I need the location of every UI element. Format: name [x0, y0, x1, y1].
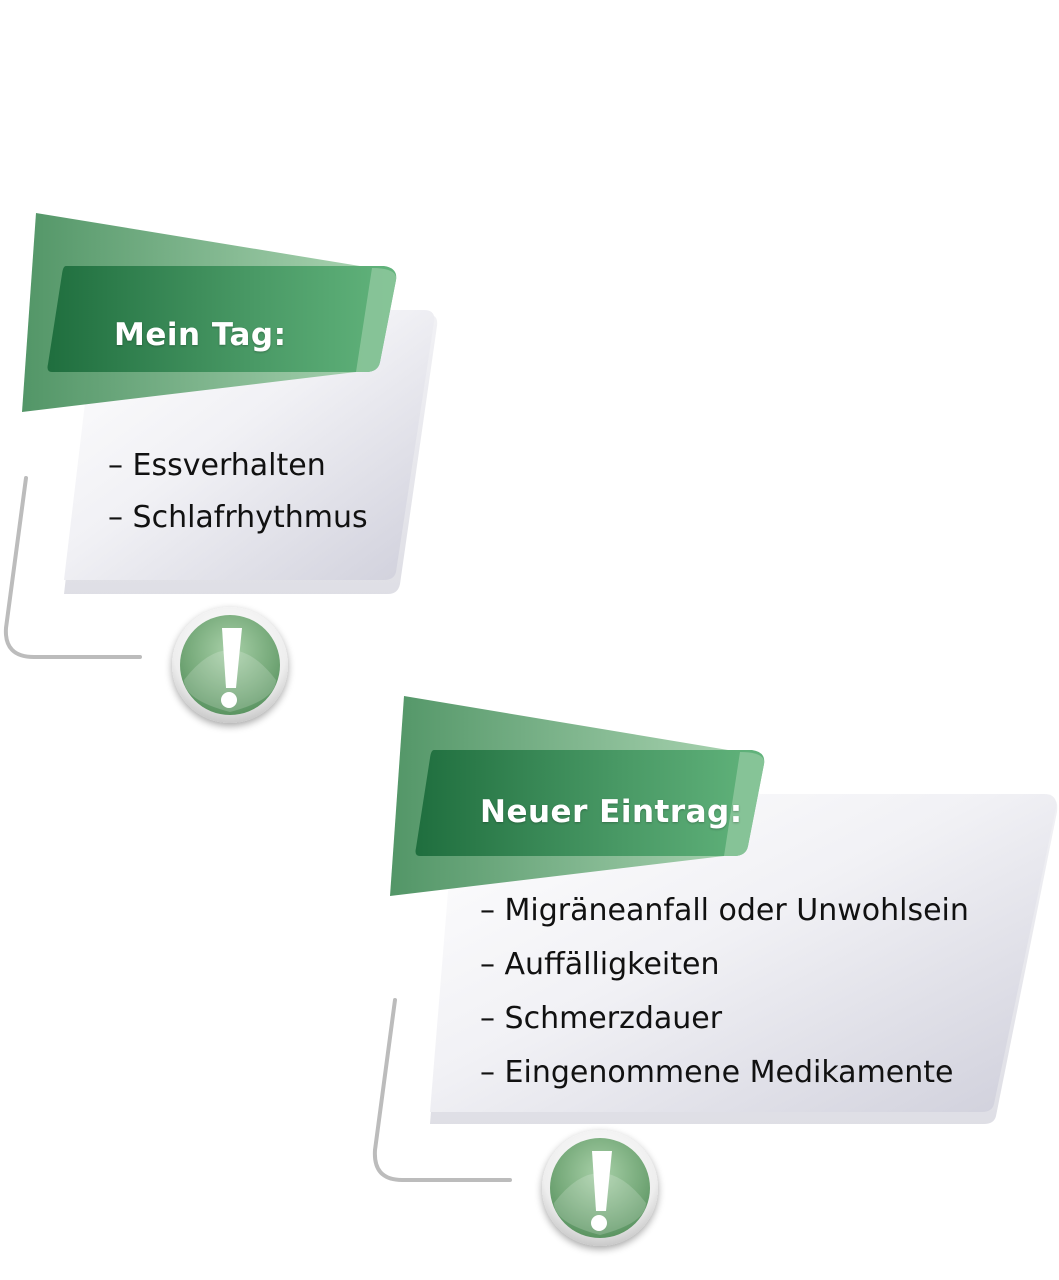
exclamation-icon: [542, 1130, 658, 1246]
list-item: – Auffälligkeiten: [480, 947, 720, 982]
flag-front: [415, 750, 765, 856]
card-neuer-eintrag: [372, 696, 1058, 1182]
card-list-neuer-eintrag: – Migräneanfall oder Unwohlsein – Auffäl…: [480, 884, 969, 1100]
connector-line: [3, 476, 142, 659]
list-item: – Eingenommene Medikamente: [480, 1055, 954, 1090]
list-item: – Schlafrhythmus: [108, 500, 368, 535]
flag-front: [47, 266, 397, 372]
card-title-neuer-eintrag: Neuer Eintrag:: [480, 794, 743, 830]
card-panel: [430, 794, 1057, 1112]
card-list-mein-tag: – Essverhalten – Schlafrhythmus: [108, 440, 368, 544]
list-item: – Migräneanfall oder Unwohlsein: [480, 893, 969, 928]
card-title-mein-tag: Mein Tag:: [114, 317, 287, 353]
list-item: – Schmerzdauer: [480, 1001, 723, 1036]
connector-line: [372, 998, 512, 1182]
list-item: – Essverhalten: [108, 448, 326, 483]
card-mein-tag: [3, 213, 438, 659]
exclamation-icon: [172, 607, 288, 723]
